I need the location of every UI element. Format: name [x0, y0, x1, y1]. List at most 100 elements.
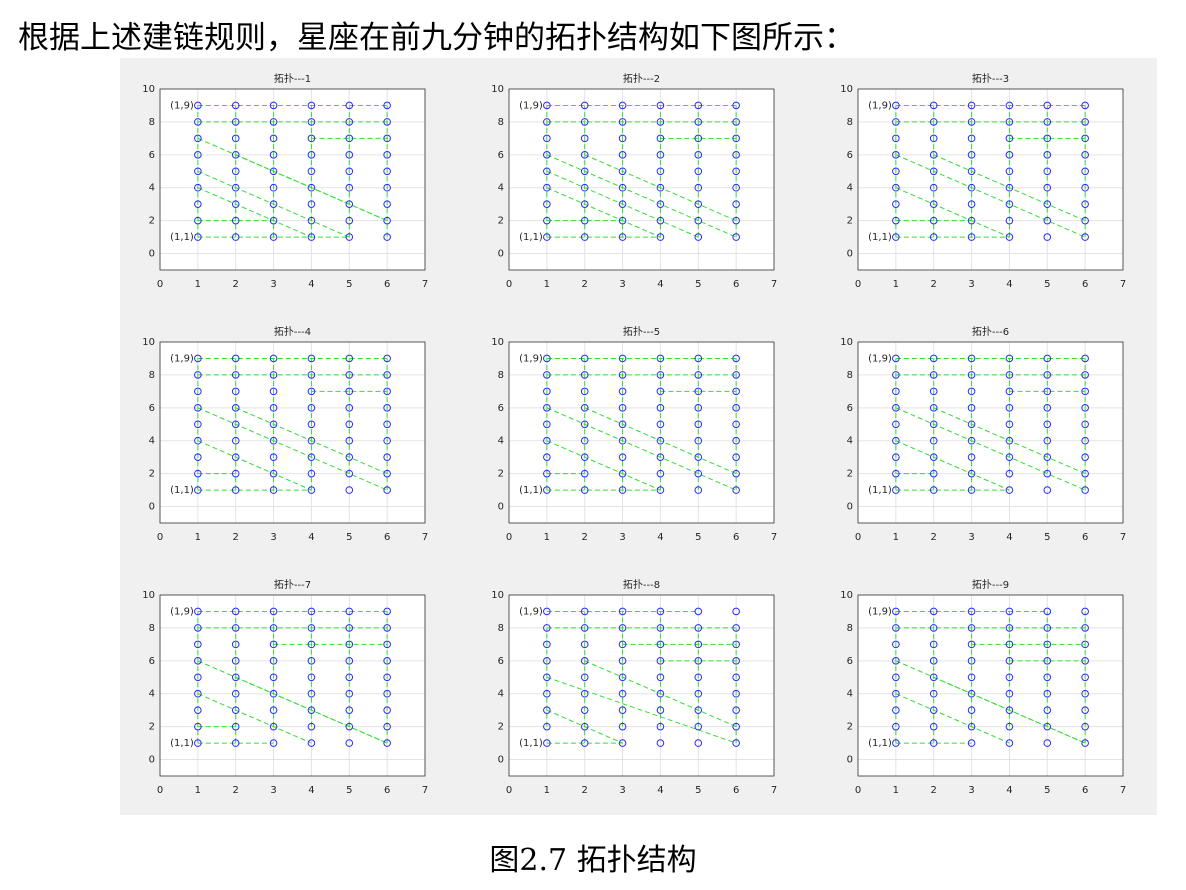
node: [1043, 689, 1052, 698]
axes-background: [858, 342, 1123, 523]
node: [1043, 486, 1052, 494]
y-tick-label: 10: [142, 84, 155, 95]
node: [929, 607, 938, 616]
node: [269, 233, 278, 241]
axes-frame: [508, 88, 775, 271]
link: [895, 154, 1086, 238]
x-tick-label: 7: [771, 532, 777, 543]
node: [580, 387, 589, 396]
node: [967, 167, 976, 176]
node: [967, 657, 976, 665]
node: [194, 624, 202, 632]
node: [194, 371, 202, 379]
node: [231, 706, 240, 714]
node: [269, 216, 278, 225]
x-tick-label: 2: [931, 532, 937, 543]
node: [967, 453, 976, 461]
x-tick-label: 2: [233, 532, 239, 543]
node: [580, 657, 589, 665]
node: [269, 706, 278, 714]
node: [580, 739, 589, 747]
node: [580, 167, 589, 176]
annotation: (1,1): [868, 232, 892, 243]
y-tick-label: 8: [498, 623, 504, 634]
node: [656, 233, 665, 241]
node: [269, 453, 278, 461]
node: [929, 183, 938, 192]
node: [307, 371, 316, 379]
node: [929, 640, 938, 649]
node: [269, 420, 278, 429]
x-tick-label: 3: [968, 785, 974, 796]
y-tick-label: 2: [847, 722, 853, 733]
node: [656, 101, 665, 110]
node: [194, 404, 202, 412]
node: [383, 640, 391, 649]
node: [543, 200, 551, 208]
y-tick-label: 8: [847, 370, 853, 381]
node: [1081, 134, 1089, 143]
node: [543, 607, 551, 616]
node: [543, 624, 551, 632]
node: [892, 739, 900, 747]
x-tick-label: 5: [695, 532, 701, 543]
node: [231, 233, 240, 241]
node: [1043, 183, 1052, 192]
node: [694, 118, 703, 126]
node: [580, 151, 589, 159]
node: [618, 167, 627, 176]
node: [892, 118, 900, 126]
node: [345, 387, 354, 396]
node: [307, 167, 316, 176]
node: [1005, 183, 1014, 192]
node: [694, 167, 703, 176]
x-tick-label: 6: [384, 785, 390, 796]
node: [967, 640, 976, 649]
node: [694, 233, 703, 241]
node: [694, 354, 703, 363]
annotation: (1,1): [170, 232, 194, 243]
node: [732, 420, 740, 429]
annotation: (1,1): [868, 738, 892, 749]
node: [656, 216, 665, 225]
node: [345, 689, 354, 698]
node: [1005, 657, 1014, 665]
node: [929, 216, 938, 225]
y-tick-label: 0: [847, 249, 853, 260]
node: [618, 371, 627, 379]
node: [269, 486, 278, 494]
node: [892, 216, 900, 225]
node: [383, 354, 391, 363]
node: [892, 371, 900, 379]
node: [580, 673, 589, 682]
x-tick-label: 0: [855, 532, 861, 543]
node: [618, 404, 627, 412]
node: [345, 233, 354, 241]
y-tick-label: 6: [847, 656, 853, 667]
node: [543, 722, 551, 731]
node: [694, 420, 703, 429]
chart-title: 拓扑---5: [623, 325, 660, 338]
y-tick-label: 4: [498, 183, 504, 194]
node: [194, 436, 202, 445]
node: [732, 216, 740, 225]
node: [543, 739, 551, 747]
y-tick-label: 2: [847, 469, 853, 480]
node: [307, 657, 316, 665]
x-tick-label: 2: [931, 279, 937, 290]
x-tick-label: 3: [968, 279, 974, 290]
node: [732, 689, 740, 698]
x-tick-label: 7: [422, 279, 428, 290]
node: [694, 486, 703, 494]
node: [1081, 673, 1089, 682]
node: [543, 436, 551, 445]
x-tick-label: 7: [771, 279, 777, 290]
x-tick-label: 5: [695, 279, 701, 290]
node: [194, 722, 202, 731]
annotation: (1,9): [170, 100, 194, 111]
heading: 根据上述建链规则，星座在前九分钟的拓扑结构如下图所示：: [18, 20, 855, 56]
node: [1081, 624, 1089, 632]
node: [231, 371, 240, 379]
node: [694, 689, 703, 698]
node: [1005, 233, 1014, 241]
